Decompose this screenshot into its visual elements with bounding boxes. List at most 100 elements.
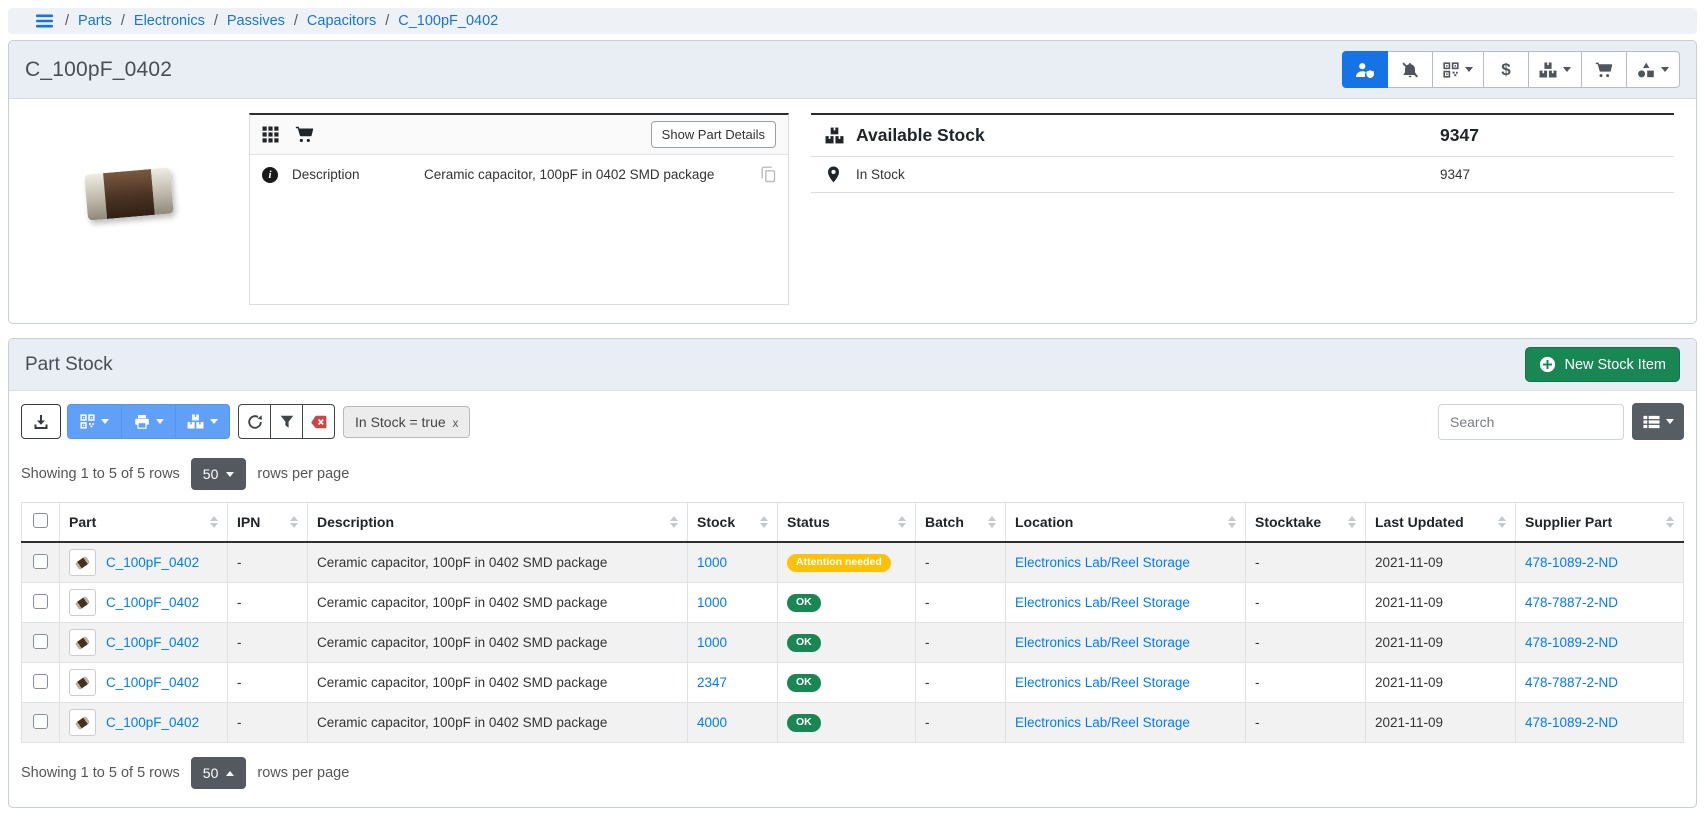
in-stock-row: In Stock 9347 xyxy=(811,157,1674,193)
part-thumbnail[interactable] xyxy=(69,669,96,696)
description-cell: Ceramic capacitor, 100pF in 0402 SMD pac… xyxy=(307,662,688,703)
column-header-ipn[interactable]: IPN xyxy=(227,502,308,543)
breadcrumb-item-passives[interactable]: Passives xyxy=(226,13,285,29)
column-header-part[interactable]: Part xyxy=(59,502,228,543)
row-checkbox[interactable] xyxy=(33,553,48,569)
stock-options-button[interactable] xyxy=(175,404,230,439)
copy-icon[interactable] xyxy=(761,166,776,183)
stock-link[interactable]: 4000 xyxy=(697,715,728,730)
barcode-actions-button[interactable] xyxy=(1432,51,1484,88)
page-size-selector[interactable]: 50 xyxy=(190,458,247,490)
column-header-stocktake[interactable]: Stocktake xyxy=(1245,502,1366,543)
pricing-button[interactable]: $ xyxy=(1483,51,1529,88)
chevron-down-icon xyxy=(101,419,109,424)
location-link[interactable]: Electronics Lab/Reel Storage xyxy=(1015,715,1190,730)
page-size-selector[interactable]: 50 xyxy=(190,757,247,789)
stock-link[interactable]: 1000 xyxy=(697,555,728,570)
row-checkbox[interactable] xyxy=(33,713,48,729)
breadcrumb-separator: / xyxy=(120,13,125,29)
filter-button[interactable] xyxy=(270,404,303,439)
part-actions-button[interactable] xyxy=(1626,51,1680,88)
location-link[interactable]: Electronics Lab/Reel Storage xyxy=(1015,675,1190,690)
table-header-row: Part IPN Description Stock Status Batch … xyxy=(21,502,1684,543)
part-thumbnail[interactable] xyxy=(69,629,96,656)
download-button[interactable] xyxy=(21,404,61,439)
column-select-button[interactable] xyxy=(1632,403,1684,440)
user-shield-button[interactable] xyxy=(1342,51,1388,88)
batch-cell: - xyxy=(915,582,1006,623)
location-link[interactable]: Electronics Lab/Reel Storage xyxy=(1015,555,1190,570)
qrcode-icon xyxy=(1443,61,1459,78)
purchase-button[interactable] xyxy=(1581,51,1627,88)
delete-filter-icon xyxy=(310,415,326,428)
part-thumbnail[interactable] xyxy=(69,709,96,736)
sort-icon[interactable] xyxy=(892,516,906,528)
part-image[interactable] xyxy=(84,167,174,221)
search-input[interactable] xyxy=(1438,403,1624,440)
stock-actions-button[interactable] xyxy=(1528,51,1582,88)
new-stock-item-button[interactable]: New Stock Item xyxy=(1525,347,1680,382)
column-header-description[interactable]: Description xyxy=(307,502,688,543)
barcode-button[interactable] xyxy=(67,404,122,439)
clear-filters-button[interactable] xyxy=(302,404,335,439)
row-checkbox[interactable] xyxy=(33,673,48,689)
notifications-off-button[interactable] xyxy=(1387,51,1433,88)
last-updated-cell: 2021-11-09 xyxy=(1365,702,1516,743)
stocktake-cell: - xyxy=(1245,662,1366,703)
part-action-toolbar: $ xyxy=(1342,51,1680,88)
part-link[interactable]: C_100pF_0402 xyxy=(106,555,200,570)
column-header-last-updated[interactable]: Last Updated xyxy=(1365,502,1516,543)
stock-link[interactable]: 2347 xyxy=(697,675,728,690)
supplier-part-link[interactable]: 478-1089-2-ND xyxy=(1525,715,1619,730)
sort-icon[interactable] xyxy=(1222,516,1236,528)
chevron-down-icon xyxy=(226,471,235,477)
cart-icon[interactable] xyxy=(295,126,314,143)
table-toolbar: In Stock = true x xyxy=(21,403,1684,440)
column-header-batch[interactable]: Batch xyxy=(915,502,1006,543)
sort-icon[interactable] xyxy=(204,516,218,528)
column-header-stock[interactable]: Stock xyxy=(687,502,778,543)
stock-link[interactable]: 1000 xyxy=(697,635,728,650)
grid-icon[interactable] xyxy=(262,126,279,143)
sort-icon[interactable] xyxy=(982,516,996,528)
part-thumbnail[interactable] xyxy=(69,549,96,576)
part-link[interactable]: C_100pF_0402 xyxy=(106,715,200,730)
sort-icon[interactable] xyxy=(1660,516,1674,528)
last-updated-cell: 2021-11-09 xyxy=(1365,541,1516,583)
supplier-part-link[interactable]: 478-7887-2-ND xyxy=(1525,595,1619,610)
sort-icon[interactable] xyxy=(1342,516,1356,528)
supplier-part-link[interactable]: 478-7887-2-ND xyxy=(1525,675,1619,690)
stock-link[interactable]: 1000 xyxy=(697,595,728,610)
hamburger-menu-icon[interactable] xyxy=(36,14,54,28)
breadcrumb-item-parts[interactable]: Parts xyxy=(78,13,112,29)
sort-icon[interactable] xyxy=(284,516,298,528)
part-link[interactable]: C_100pF_0402 xyxy=(106,635,200,650)
row-checkbox[interactable] xyxy=(33,593,48,609)
location-link[interactable]: Electronics Lab/Reel Storage xyxy=(1015,635,1190,650)
sort-icon[interactable] xyxy=(754,516,768,528)
select-all-checkbox[interactable] xyxy=(33,513,48,528)
remove-filter-x[interactable]: x xyxy=(452,417,459,430)
column-header-status[interactable]: Status xyxy=(777,502,916,543)
sort-icon[interactable] xyxy=(1492,516,1506,528)
row-checkbox[interactable] xyxy=(33,633,48,649)
column-header-location[interactable]: Location xyxy=(1005,502,1246,543)
show-part-details-button[interactable]: Show Part Details xyxy=(650,121,776,148)
breadcrumb-item-current-part[interactable]: C_100pF_0402 xyxy=(398,13,499,29)
breadcrumb-item-electronics[interactable]: Electronics xyxy=(133,13,205,29)
part-link[interactable]: C_100pF_0402 xyxy=(106,595,200,610)
sort-icon[interactable] xyxy=(664,516,678,528)
boxes-icon xyxy=(825,127,844,144)
print-button[interactable] xyxy=(121,404,176,439)
user-shield-icon xyxy=(1356,62,1374,78)
column-header-supplier-part[interactable]: Supplier Part xyxy=(1515,502,1684,543)
page-size-value: 50 xyxy=(202,466,219,482)
select-all-header[interactable] xyxy=(21,502,60,543)
part-thumbnail[interactable] xyxy=(69,589,96,616)
part-link[interactable]: C_100pF_0402 xyxy=(106,675,200,690)
supplier-part-link[interactable]: 478-1089-2-ND xyxy=(1525,635,1619,650)
refresh-button[interactable] xyxy=(238,404,271,439)
location-link[interactable]: Electronics Lab/Reel Storage xyxy=(1015,595,1190,610)
supplier-part-link[interactable]: 478-1089-2-ND xyxy=(1525,555,1619,570)
breadcrumb-item-capacitors[interactable]: Capacitors xyxy=(306,13,377,29)
